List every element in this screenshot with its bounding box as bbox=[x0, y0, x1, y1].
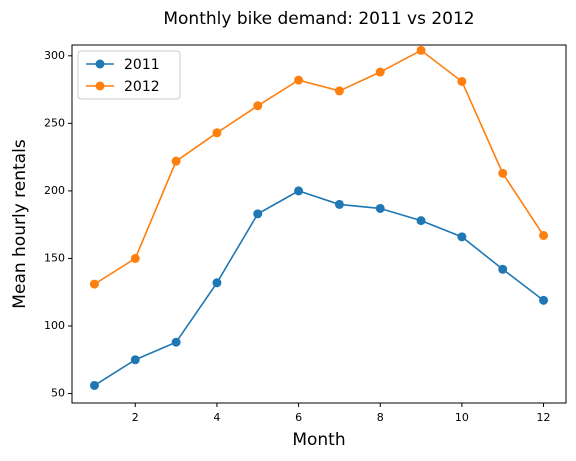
x-tick-label: 10 bbox=[455, 411, 469, 424]
data-point bbox=[416, 45, 426, 55]
x-tick-label: 4 bbox=[213, 411, 220, 424]
data-point bbox=[539, 230, 549, 240]
x-axis-label: Month bbox=[292, 430, 345, 450]
series-line bbox=[94, 49, 545, 285]
data-point bbox=[171, 156, 181, 166]
y-axis-label: Mean hourly rentals bbox=[10, 139, 30, 309]
data-point bbox=[457, 76, 467, 86]
x-tick-label: 12 bbox=[537, 411, 551, 424]
data-point bbox=[130, 355, 140, 365]
chart-title: Monthly bike demand: 2011 vs 2012 bbox=[163, 9, 474, 29]
y-tick-label: 150 bbox=[44, 251, 65, 264]
legend-label: 2011 bbox=[124, 57, 160, 73]
data-point bbox=[416, 216, 426, 226]
plot-frame bbox=[71, 44, 567, 404]
data-point bbox=[375, 203, 385, 213]
data-point bbox=[457, 232, 467, 242]
data-point bbox=[294, 186, 304, 196]
x-tick-label: 2 bbox=[132, 411, 139, 424]
data-point bbox=[212, 128, 222, 138]
series-line bbox=[94, 190, 545, 387]
data-point bbox=[498, 168, 508, 178]
data-point bbox=[171, 337, 181, 347]
data-point bbox=[212, 278, 222, 288]
y-tick-label: 250 bbox=[44, 116, 65, 129]
y-tick-label: 100 bbox=[44, 319, 65, 332]
data-point bbox=[375, 67, 385, 77]
data-point bbox=[334, 86, 344, 96]
data-point bbox=[539, 295, 549, 305]
x-tick-label: 6 bbox=[295, 411, 302, 424]
data-point bbox=[253, 209, 263, 219]
x-tick-label: 8 bbox=[377, 411, 384, 424]
data-point bbox=[498, 264, 508, 274]
y-tick-label: 200 bbox=[44, 184, 65, 197]
data-point bbox=[89, 279, 99, 289]
legend-marker bbox=[95, 81, 105, 91]
legend-label: 2012 bbox=[124, 79, 160, 95]
y-tick-label: 300 bbox=[44, 49, 65, 62]
data-point bbox=[253, 101, 263, 111]
data-point bbox=[89, 380, 99, 390]
data-point bbox=[130, 253, 140, 263]
data-point bbox=[334, 199, 344, 209]
y-tick-label: 50 bbox=[51, 387, 65, 400]
data-point bbox=[294, 75, 304, 85]
legend-marker bbox=[95, 59, 105, 69]
